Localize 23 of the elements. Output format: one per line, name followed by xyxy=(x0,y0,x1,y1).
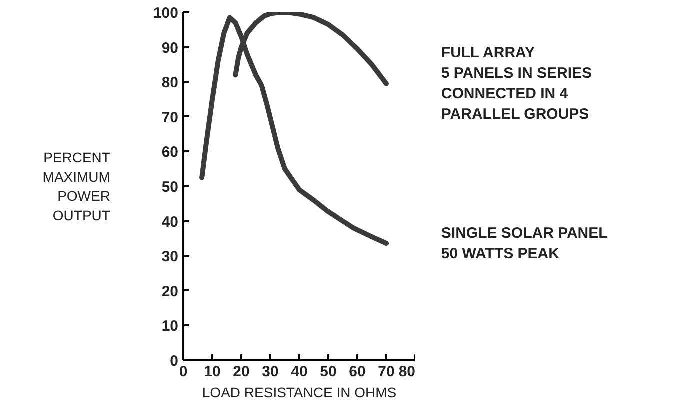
y-tick-label: 90 xyxy=(162,40,179,57)
x-tick-label: 80 xyxy=(398,364,416,380)
y-tick-label: 70 xyxy=(162,109,179,126)
y-tick-label: 30 xyxy=(162,248,179,266)
x-tick-label: 70 xyxy=(378,364,395,380)
text: SINGLE SOLAR PANEL 50 WATTS PEAK xyxy=(441,224,608,262)
y-tick-label: 100 xyxy=(153,5,179,22)
text: FULL ARRAY 5 PANELS IN SERIES CONNECTED IN 4 PARALLEL GROUPS xyxy=(441,44,592,123)
x-axis-title: LOAD RESISTANCE IN OHMS xyxy=(202,384,397,400)
x-tick-label: 20 xyxy=(233,364,250,380)
y-tick-label: 60 xyxy=(162,144,179,162)
x-tick-label: 40 xyxy=(291,364,308,380)
y-tick-label: 80 xyxy=(162,74,179,92)
y-tick-label: 10 xyxy=(162,318,179,336)
y-tick-label: 50 xyxy=(162,179,179,196)
x-tick-label: 30 xyxy=(262,364,279,380)
x-tick-label: 60 xyxy=(349,364,366,380)
y-tick-label: 40 xyxy=(162,214,179,231)
x-tick-label: 50 xyxy=(320,364,337,380)
x-tick-label: 10 xyxy=(204,364,221,380)
y-axis-title: PERCENT MAXIMUM POWER OUTPUT xyxy=(42,150,111,224)
y-tick-label: 20 xyxy=(162,283,179,300)
y-tick-label: 0 xyxy=(170,353,178,370)
